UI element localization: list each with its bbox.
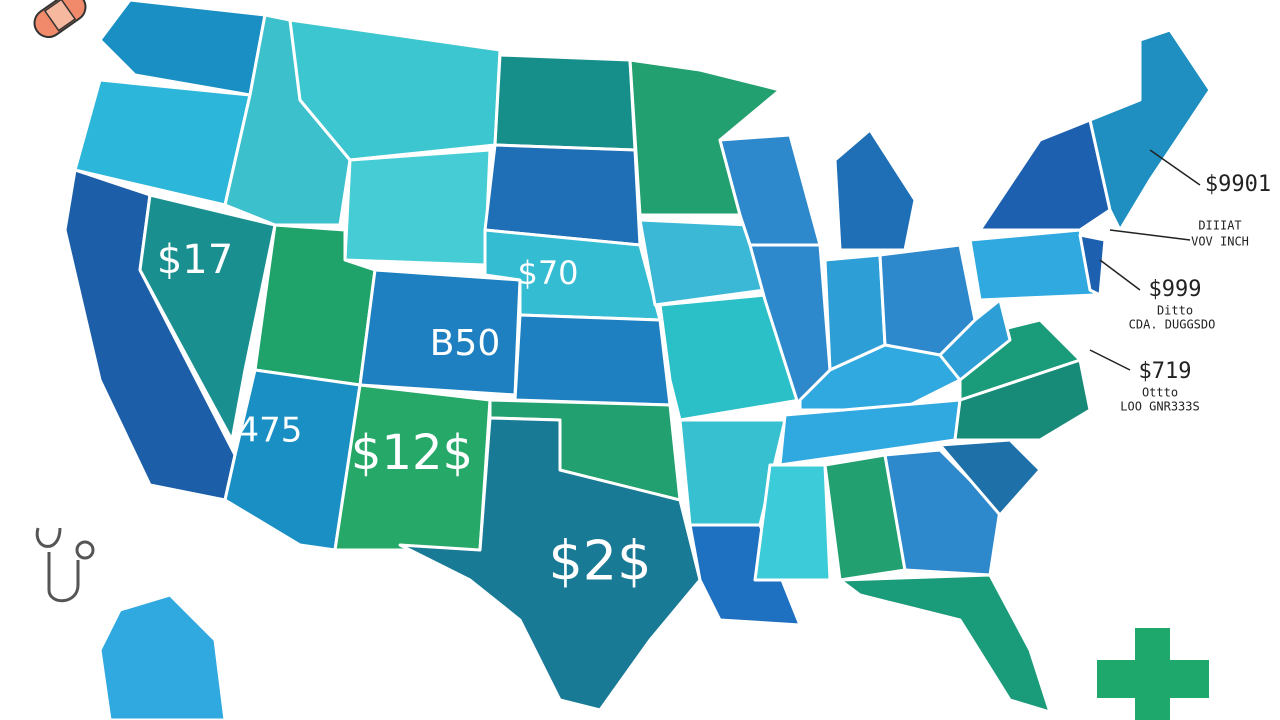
- state: [493, 53, 637, 152]
- callout-price: $9901: [1205, 172, 1271, 197]
- state: [938, 298, 1012, 382]
- state: [1088, 28, 1212, 232]
- state-price-label: $70: [517, 254, 578, 292]
- state-price-label: $2$: [548, 530, 651, 593]
- state-price-label: $17: [157, 237, 233, 283]
- state: [288, 18, 502, 162]
- band-aid-icon: [33, 0, 87, 39]
- callout-lines: [1089, 149, 1201, 371]
- state: [98, 0, 267, 97]
- state: [838, 573, 1052, 714]
- callout-text: DIIIAT: [1198, 219, 1241, 233]
- state: [138, 193, 277, 442]
- medical-cross-icon: [1097, 628, 1209, 720]
- state-price-label: 475: [238, 411, 303, 451]
- callout-price: $719: [1139, 359, 1192, 384]
- callout-text: Ditto: [1157, 304, 1193, 318]
- callout-line: [1149, 149, 1201, 186]
- state: [978, 118, 1112, 232]
- callout-line: [1089, 349, 1131, 371]
- state: [938, 438, 1042, 517]
- callout-text: Ottto: [1142, 386, 1178, 400]
- state: [753, 463, 832, 582]
- callout-line: [1099, 259, 1141, 291]
- state: [968, 228, 1097, 302]
- state-labels: $17 $70 B50 475 $12$ $2$: [157, 237, 652, 593]
- state-price-label: $12$: [351, 425, 473, 481]
- state: [513, 313, 672, 407]
- state-price-label: B50: [430, 323, 501, 364]
- callout-text: VOV INCH: [1191, 235, 1249, 249]
- callout-text: CDA. DUGGSDO: [1129, 318, 1216, 332]
- state: [688, 523, 802, 627]
- states: [63, 0, 1212, 720]
- state: [483, 143, 642, 247]
- stethoscope-icon: [35, 527, 95, 603]
- state: [658, 293, 802, 422]
- callout-price: $999: [1149, 277, 1202, 302]
- state: [343, 148, 492, 267]
- callout-text: LOO GNR333S: [1120, 400, 1199, 414]
- state: [1078, 233, 1107, 297]
- state: [398, 416, 702, 712]
- state: [833, 128, 917, 252]
- alaska: [98, 593, 227, 720]
- callout-line: [1109, 229, 1191, 241]
